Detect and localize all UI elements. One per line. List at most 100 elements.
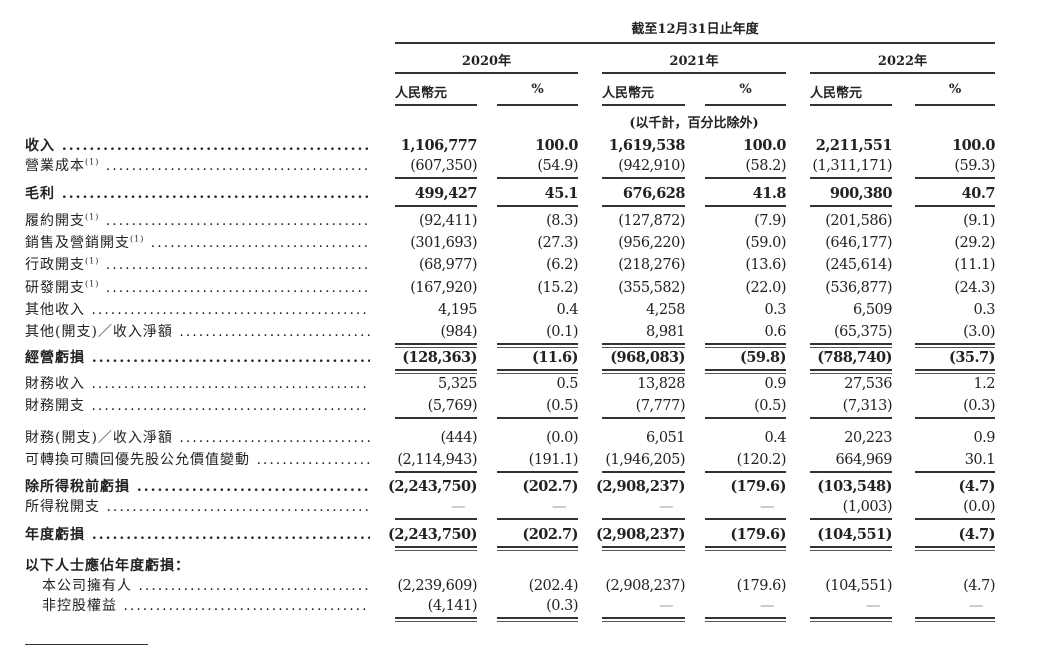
percent-value: (179.6) [730, 478, 786, 495]
unit-percent: % [531, 82, 544, 97]
percent-value: (7.9) [754, 213, 786, 229]
row-label-text: 可轉換可贖回優先股公允價值變動 [25, 452, 250, 468]
rmb-value: (104,551) [825, 578, 892, 594]
percent-value: — [760, 499, 775, 515]
row-label-text: 銷售及營銷開支 [25, 235, 130, 251]
rmb-value: 20,223 [844, 430, 892, 446]
percent-value: (24.3) [954, 280, 995, 296]
table-row: 其他收入 4,195 0.4 4,258 0.3 6,509 0.3 [0, 300, 1044, 320]
percent-value: — [969, 598, 984, 614]
rmb-value: — [659, 598, 674, 614]
row-label-text: 財務(開支)／收入淨額 [25, 430, 173, 446]
table-row: 銷售及營銷開支(1) (301,693) (27.3) (956,220) (59.0)… [0, 233, 1044, 253]
percent-value: — [552, 499, 567, 515]
percent-value: (0.0) [546, 430, 578, 446]
table-row: 可轉換可贖回優先股公允價值變動 (2,114,943) (191.1) (1,946,… [0, 450, 1044, 470]
percent-value: (59.3) [954, 158, 995, 174]
row-label: 行政開支(1) [25, 255, 370, 275]
footnote-ref: (1) [85, 157, 100, 167]
rmb-value: 1,619,538 [608, 137, 686, 154]
year-2021: 2021年 [669, 54, 719, 69]
unit-rule [497, 104, 578, 106]
table-row: 財務(開支)／收入淨額 (444) (0.0) 6,051 0.4 20,223 0.9 [0, 428, 1044, 448]
table-row: 以下人士應佔年度虧損： [0, 556, 1044, 576]
rmb-value: (607,350) [410, 158, 477, 174]
rmb-value: (301,693) [410, 235, 477, 251]
single-underline [705, 205, 786, 207]
row-label-text: 年度虧損 [25, 527, 85, 543]
unit-percent: % [739, 82, 752, 97]
year-rule [602, 72, 786, 74]
percent-value: (13.6) [745, 257, 786, 273]
single-underline [602, 177, 685, 179]
percent-value: 40.7 [961, 185, 996, 202]
row-label: 收入 [25, 136, 370, 156]
unit-note: (以千計，百分比除外) [629, 116, 759, 131]
year-2022: 2022年 [877, 54, 928, 69]
row-label: 除所得稅前虧損 [25, 477, 370, 497]
percent-value: (9.1) [963, 213, 995, 229]
double-underline [497, 546, 578, 551]
double-underline [810, 343, 892, 348]
double-underline [497, 369, 578, 374]
rmb-value: (65,375) [833, 324, 893, 340]
rmb-value: — [659, 499, 674, 515]
percent-value: 0.6 [764, 324, 786, 340]
table-row: 年度虧損 (2,243,750) (202.7) (2,908,237) (179.6)… [0, 525, 1044, 545]
rmb-value: — [866, 598, 881, 614]
unit-rule [705, 104, 786, 106]
single-underline [810, 205, 892, 207]
single-underline [810, 471, 892, 473]
percent-value: (202.7) [522, 526, 578, 543]
row-label: 以下人士應佔年度虧損： [25, 556, 370, 576]
rmb-value: 499,427 [414, 185, 478, 202]
double-underline [705, 546, 786, 551]
single-underline [497, 417, 578, 419]
footnote-ref: (1) [130, 234, 145, 244]
rmb-value: (1,946,205) [605, 452, 685, 468]
table-row: 收入 1,106,777 100.0 1,619,538 100.0 2,211,551 1… [0, 136, 1044, 156]
double-underline [810, 546, 892, 551]
percent-value: (59.8) [739, 349, 787, 366]
percent-value: (0.3) [546, 598, 578, 614]
percent-value: (202.4) [528, 578, 579, 594]
rmb-value: 6,509 [852, 302, 893, 318]
row-label: 財務開支 [25, 396, 370, 416]
row-label: 其他收入 [25, 300, 370, 320]
footnote-ref: (1) [85, 256, 100, 266]
percent-value: 0.9 [973, 430, 995, 446]
percent-value: 0.4 [556, 302, 578, 318]
percent-value: (3.0) [963, 324, 995, 340]
rmb-value: (2,908,237) [596, 526, 685, 543]
unit-rule [395, 104, 477, 106]
table-row: 其他(開支)／收入淨額 (984) (0.1) 8,981 0.6 (65,375) (3.… [0, 322, 1044, 342]
percent-value: (191.1) [528, 452, 579, 468]
rmb-value: (942,910) [618, 158, 685, 174]
row-label: 履約開支(1) [25, 211, 370, 231]
rmb-value: (128,363) [402, 349, 477, 366]
row-label: 所得稅開支 [25, 497, 370, 517]
row-label-text: 其他(開支)／收入淨額 [25, 324, 173, 340]
rmb-value: 664,969 [835, 452, 893, 468]
double-underline [705, 617, 786, 622]
row-label: 可轉換可贖回優先股公允價值變動 [25, 450, 370, 470]
rmb-value: (92,411) [418, 213, 478, 229]
row-label-text: 財務收入 [25, 376, 85, 392]
double-underline [915, 343, 995, 348]
rmb-value: (355,582) [618, 280, 685, 296]
row-label-text: 毛利 [25, 186, 55, 202]
percent-value: (0.5) [754, 398, 786, 414]
rmb-value: 5,325 [437, 376, 478, 392]
rmb-value: (536,877) [825, 280, 892, 296]
percent-value: (35.7) [948, 349, 996, 366]
row-label-text: 行政開支 [25, 257, 85, 273]
double-underline [810, 369, 892, 374]
rmb-value: (5,769) [427, 398, 478, 414]
percent-value: (120.2) [736, 452, 787, 468]
percent-value: 100.0 [743, 137, 786, 154]
row-label: 財務收入 [25, 374, 370, 394]
single-underline [705, 417, 786, 419]
top-rule [395, 42, 995, 44]
table-row: 行政開支(1) (68,977) (6.2) (218,276) (13.6) (245,… [0, 255, 1044, 275]
single-underline [810, 518, 892, 520]
